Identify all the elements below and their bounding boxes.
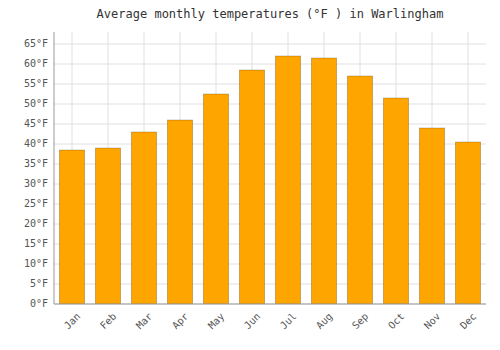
x-tick-label: Apr (170, 311, 191, 332)
x-tick-label: Nov (422, 311, 443, 332)
y-tick-label: 15°F (24, 238, 48, 249)
bar (95, 148, 120, 304)
y-tick-label: 35°F (24, 158, 48, 169)
x-axis-line (54, 304, 486, 305)
x-axis: Jan Feb Mar Apr May Jun Jul Aug Sep Oct Nov Dec (62, 311, 479, 332)
bar (59, 150, 84, 304)
y-tick-label: 5°F (30, 278, 48, 289)
bar (455, 142, 480, 304)
bars (59, 56, 480, 304)
y-tick-label: 0°F (30, 298, 48, 309)
bar (383, 98, 408, 304)
chart-container: 0°F 5°F 10°F 15°F 20°F 25°F 30°F 35°F 40°F 45°F 50… (0, 0, 500, 350)
grid-line (54, 304, 486, 305)
x-tick-label: Jan (62, 311, 83, 332)
grid-line (54, 84, 486, 85)
y-tick-label: 50°F (24, 98, 48, 109)
x-tick-label: Aug (314, 311, 335, 332)
grid-line (54, 124, 486, 125)
y-tick-label: 45°F (24, 118, 48, 129)
y-tick-label: 30°F (24, 178, 48, 189)
x-tick-label: Sep (350, 311, 371, 332)
y-tick-label: 60°F (24, 58, 48, 69)
y-tick-label: 20°F (24, 218, 48, 229)
grid-line (54, 104, 486, 105)
x-tick-label: Dec (458, 311, 479, 332)
bar (131, 132, 156, 304)
y-tick-label: 55°F (24, 78, 48, 89)
y-axis-line (54, 32, 55, 304)
bar (167, 120, 192, 304)
x-tick-label: Feb (98, 311, 119, 332)
grid-line (54, 64, 486, 65)
bar (311, 58, 336, 304)
chart: 0°F 5°F 10°F 15°F 20°F 25°F 30°F 35°F 40°F 45°F 50… (0, 0, 500, 350)
x-tick-label: Jun (242, 311, 263, 332)
y-tick-label: 65°F (24, 38, 48, 49)
x-tick-label: Jul (278, 311, 299, 332)
y-tick-label: 25°F (24, 198, 48, 209)
bar (275, 56, 300, 304)
x-tick-label: May (206, 311, 227, 332)
bar (347, 76, 372, 304)
grid (54, 32, 486, 304)
x-tick-label: Mar (134, 311, 155, 332)
y-axis: 0°F 5°F 10°F 15°F 20°F 25°F 30°F 35°F 40°F 45°F 50… (24, 38, 48, 309)
bar (239, 70, 264, 304)
title: Average monthly temperatures (°F ) in Wa… (97, 7, 444, 21)
x-tick-label: Oct (386, 311, 407, 332)
y-tick-label: 40°F (24, 138, 48, 149)
bar (419, 128, 444, 304)
y-tick-label: 10°F (24, 258, 48, 269)
page: {"chart_data": {"type": "bar", "title": … (0, 0, 500, 350)
grid-line (54, 44, 486, 45)
bar (203, 94, 228, 304)
